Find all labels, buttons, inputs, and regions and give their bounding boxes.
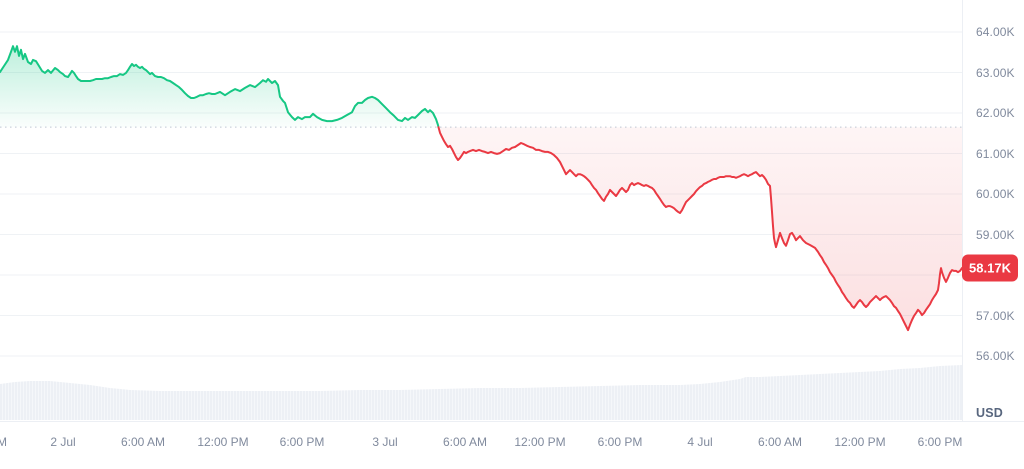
price-chart-svg[interactable]: [0, 0, 962, 421]
y-axis-label: 57.00K: [976, 308, 1015, 323]
x-axis-label: 12:00 PM: [514, 435, 566, 449]
x-axis-label: 6:00 AM: [757, 435, 803, 449]
y-axis-label: 56.00K: [976, 349, 1015, 363]
area-fill-up: [0, 46, 439, 128]
x-axis-label: 3 Jul: [372, 435, 398, 449]
currency-label: USD: [976, 406, 1003, 420]
y-axis-label: 59.00K: [976, 227, 1015, 242]
x-axis-label: 6:00 PM: [597, 435, 643, 449]
current-price-badge: 58.17K: [962, 254, 1018, 282]
plot-area[interactable]: CoinMarketCap: [0, 0, 962, 421]
volume-area: [0, 365, 962, 420]
x-axis-label: 12:00 PM: [834, 435, 886, 449]
x-axis-label: 6:00 PM: [279, 435, 325, 449]
x-axis-label: 6:00 AM: [442, 435, 488, 449]
x-axis-label: 6:00 PM: [917, 435, 963, 449]
area-fill-down: [438, 127, 962, 331]
x-axis: M 2 Jul 6:00 AM 12:00 PM 6:00 PM 3 Jul 6:00 AM…: [0, 421, 1024, 469]
x-axis-label: 4 Jul: [687, 435, 713, 449]
x-axis-label: 6:00 AM: [120, 435, 166, 449]
y-axis-label: 62.00K: [976, 106, 1015, 120]
y-axis-label: 61.00K: [976, 146, 1015, 161]
price-line-down: [437, 126, 962, 332]
y-axis: 58.17K USD 64.00K 63.00K 62.00K 61.00K 60.00…: [962, 0, 1024, 421]
coinmarketcap-logo-icon: [804, 167, 1024, 469]
x-axis-label: M: [0, 435, 7, 449]
watermark: CoinMarketCap: [804, 364, 1024, 390]
x-axis-label: 12:00 PM: [197, 435, 249, 449]
price-line-up: [0, 45, 440, 129]
y-axis-label: 63.00K: [976, 65, 1015, 80]
x-axis-label: 2 Jul: [50, 435, 76, 449]
y-axis-label: 60.00K: [976, 187, 1015, 201]
y-axis-label: 64.00K: [976, 25, 1015, 39]
